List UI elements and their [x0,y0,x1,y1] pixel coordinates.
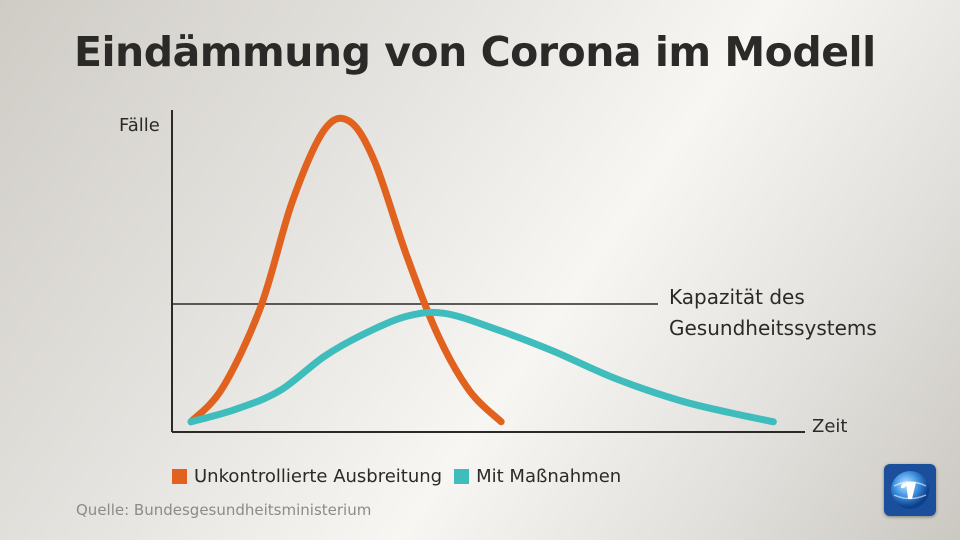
x-axis-label: Zeit [812,416,847,437]
legend-swatch-measures [454,469,470,484]
legend-label-measures: Mit Maßnahmen [476,466,622,487]
legend: Unkontrollierte Ausbreitung Mit Maßnahme… [172,466,633,487]
legend-swatch-uncontrolled [172,469,187,484]
legend-item-uncontrolled: Unkontrollierte Ausbreitung [172,466,442,487]
page-title: Eindämmung von Corona im Modell [74,28,876,76]
tagesschau-globe-icon [884,464,936,516]
capacity-label-1: Kapazität des [669,285,805,309]
series-line-uncontrolled [187,114,505,426]
source-note: Quelle: Bundesgesundheitsministerium [76,501,372,519]
y-axis-label: Fälle [119,115,160,136]
legend-label-uncontrolled: Unkontrollierte Ausbreitung [194,466,443,487]
series-line-measures [187,308,777,426]
legend-item-measures: Mit Maßnahmen [454,466,621,487]
series-layer [187,114,777,426]
capacity-label-2: Gesundheitssystems [669,316,877,340]
